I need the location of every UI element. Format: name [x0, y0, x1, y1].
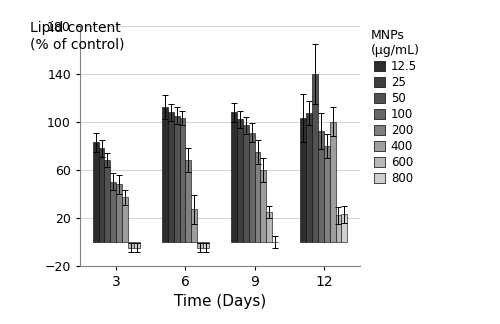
- Bar: [342, 214, 347, 242]
- Bar: [92, 142, 98, 242]
- Bar: [162, 108, 168, 242]
- Bar: [266, 212, 272, 242]
- Bar: [104, 160, 110, 242]
- Bar: [306, 113, 312, 242]
- Bar: [186, 160, 192, 242]
- X-axis label: Time (Days): Time (Days): [174, 294, 266, 309]
- Bar: [336, 215, 342, 242]
- Bar: [248, 133, 254, 242]
- Bar: [318, 132, 324, 242]
- Text: Lipid content
(% of control): Lipid content (% of control): [30, 21, 124, 51]
- Bar: [324, 146, 330, 242]
- Bar: [300, 118, 306, 242]
- Bar: [134, 242, 140, 248]
- Bar: [312, 74, 318, 242]
- Bar: [192, 209, 197, 242]
- Bar: [180, 118, 186, 242]
- Bar: [168, 112, 173, 242]
- Bar: [197, 242, 203, 248]
- Bar: [330, 122, 336, 242]
- Bar: [98, 148, 104, 242]
- Bar: [110, 182, 116, 242]
- Bar: [174, 116, 180, 242]
- Bar: [254, 152, 260, 242]
- Bar: [243, 125, 248, 242]
- Bar: [231, 112, 237, 242]
- Bar: [116, 184, 122, 242]
- Bar: [128, 242, 134, 248]
- Bar: [122, 197, 128, 242]
- Legend: 12.5, 25, 50, 100, 200, 400, 600, 800: 12.5, 25, 50, 100, 200, 400, 600, 800: [368, 27, 422, 187]
- Bar: [203, 242, 209, 248]
- Bar: [260, 170, 266, 242]
- Bar: [237, 120, 243, 242]
